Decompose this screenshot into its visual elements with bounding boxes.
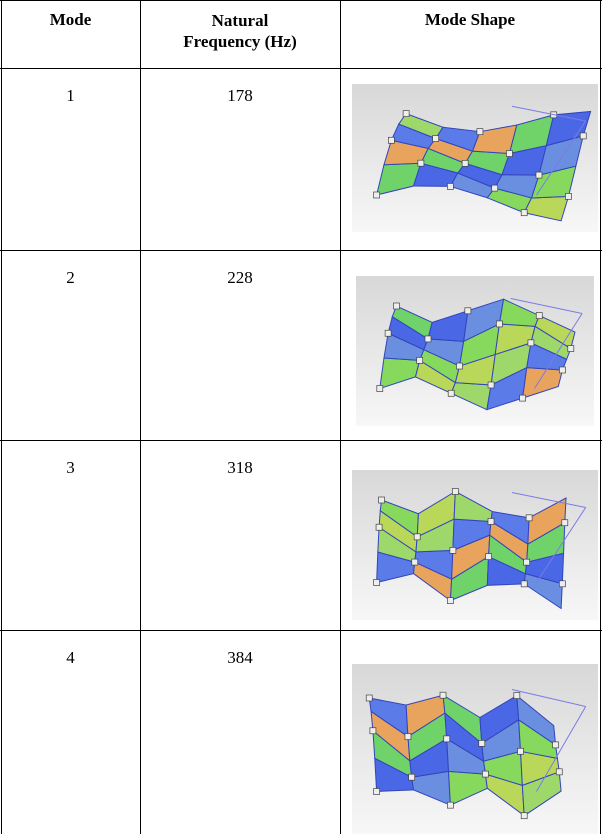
node-marker: [405, 734, 411, 740]
node-marker: [433, 136, 439, 142]
node-marker: [521, 581, 527, 587]
node-marker: [506, 151, 512, 157]
node-marker: [462, 160, 468, 166]
node-marker: [440, 692, 446, 698]
node-marker: [447, 802, 453, 808]
node-marker: [409, 774, 415, 780]
header-cell: Natural Frequency (Hz): [180, 10, 300, 52]
border: [0, 250, 602, 251]
node-marker: [559, 367, 565, 373]
node-marker: [521, 813, 527, 819]
node-marker: [521, 210, 527, 216]
node-marker: [524, 559, 530, 565]
node-marker: [388, 137, 394, 143]
mode-cell: 4: [1, 648, 140, 668]
node-marker: [444, 736, 450, 742]
node-marker: [518, 748, 524, 754]
node-marker: [425, 336, 431, 342]
node-marker: [562, 520, 568, 526]
node-marker: [414, 534, 420, 540]
border: [0, 68, 602, 69]
mode-shape-image: [352, 470, 598, 620]
node-marker: [385, 330, 391, 336]
mode-shape-image: [356, 276, 594, 426]
node-marker: [482, 771, 488, 777]
node-marker: [393, 303, 399, 309]
mode-cell: 2: [1, 268, 140, 288]
node-marker: [514, 693, 520, 699]
node-marker: [479, 740, 485, 746]
mode-shape-image: [352, 664, 598, 834]
node-marker: [488, 518, 494, 524]
header-cell: Mode: [1, 10, 140, 30]
node-marker: [486, 554, 492, 560]
node-marker: [370, 728, 376, 734]
node-marker: [377, 386, 383, 392]
mode-shape-image: [352, 84, 598, 232]
border: [140, 0, 141, 834]
frequency-cell: 384: [140, 648, 340, 668]
border: [340, 0, 341, 834]
header-cell: Mode Shape: [340, 10, 600, 30]
node-marker: [457, 363, 463, 369]
page: Mode Natural Frequency (Hz) Mode Shape 1…: [0, 0, 602, 834]
node-marker: [366, 695, 372, 701]
node-marker: [417, 357, 423, 363]
border: [1, 0, 2, 834]
node-marker: [412, 559, 418, 565]
node-marker: [565, 193, 571, 199]
node-marker: [374, 580, 380, 586]
node-marker: [492, 185, 498, 191]
node-marker: [559, 581, 565, 587]
node-marker: [447, 598, 453, 604]
node-marker: [374, 789, 380, 795]
border: [0, 0, 602, 1]
node-marker: [465, 308, 471, 314]
node-marker: [520, 395, 526, 401]
node-marker: [553, 742, 559, 748]
node-marker: [374, 192, 380, 198]
frequency-cell: 318: [140, 458, 340, 478]
node-marker: [536, 313, 542, 319]
node-marker: [376, 524, 382, 530]
node-marker: [418, 160, 424, 166]
node-marker: [568, 346, 574, 352]
node-marker: [528, 340, 534, 346]
border: [600, 0, 601, 834]
node-marker: [580, 133, 586, 139]
frequency-cell: 228: [140, 268, 340, 288]
border: [0, 440, 602, 441]
node-marker: [447, 183, 453, 189]
node-marker: [379, 497, 385, 503]
mode-cell: 3: [1, 458, 140, 478]
node-marker: [488, 382, 494, 388]
node-marker: [556, 769, 562, 775]
frequency-cell: 178: [140, 86, 340, 106]
node-marker: [403, 111, 409, 117]
node-marker: [526, 515, 532, 521]
node-marker: [536, 172, 542, 178]
node-marker: [448, 390, 454, 396]
node-marker: [496, 321, 502, 327]
node-marker: [477, 129, 483, 135]
node-marker: [452, 488, 458, 494]
mode-cell: 1: [1, 86, 140, 106]
node-marker: [450, 547, 456, 553]
border: [0, 630, 602, 631]
